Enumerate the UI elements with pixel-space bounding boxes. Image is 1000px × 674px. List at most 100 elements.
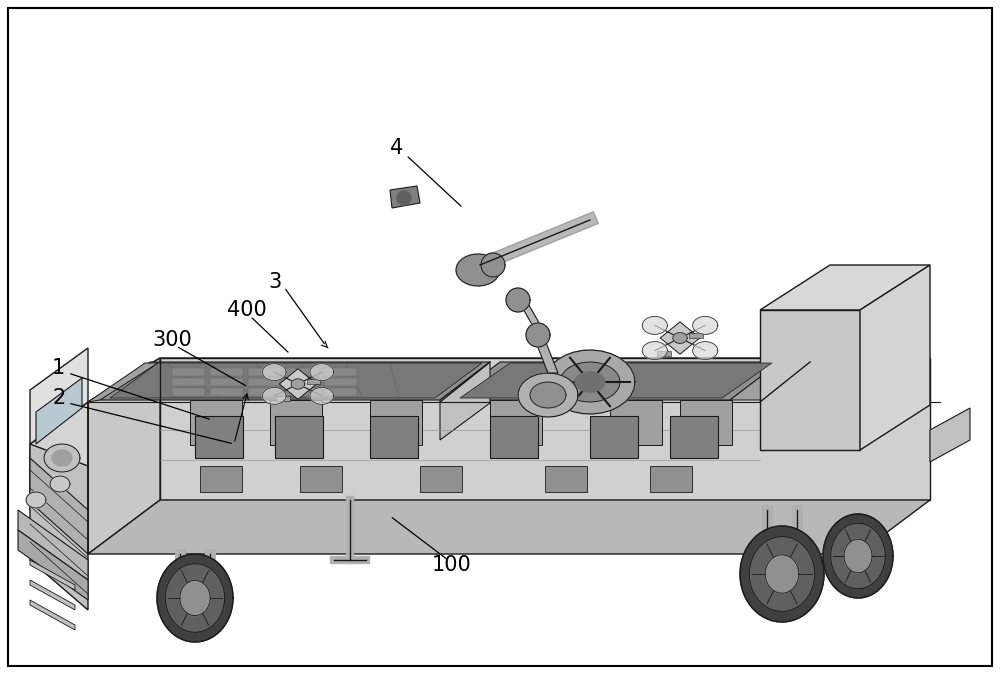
Text: 2: 2 bbox=[52, 388, 65, 408]
Polygon shape bbox=[490, 400, 542, 445]
Polygon shape bbox=[324, 388, 357, 396]
Polygon shape bbox=[765, 555, 799, 593]
Polygon shape bbox=[306, 379, 320, 384]
Polygon shape bbox=[823, 514, 893, 598]
Polygon shape bbox=[270, 400, 322, 445]
Text: 4: 4 bbox=[390, 138, 403, 158]
Polygon shape bbox=[310, 363, 334, 381]
Polygon shape bbox=[88, 358, 930, 402]
Polygon shape bbox=[660, 321, 700, 355]
Polygon shape bbox=[689, 332, 703, 338]
Polygon shape bbox=[276, 396, 290, 401]
Polygon shape bbox=[518, 373, 578, 417]
Polygon shape bbox=[530, 382, 566, 408]
Polygon shape bbox=[110, 363, 482, 398]
Polygon shape bbox=[248, 388, 281, 396]
Polygon shape bbox=[262, 363, 286, 381]
Polygon shape bbox=[88, 363, 158, 402]
Polygon shape bbox=[157, 554, 233, 642]
Polygon shape bbox=[324, 378, 357, 386]
Polygon shape bbox=[36, 378, 82, 444]
Polygon shape bbox=[518, 300, 546, 335]
Polygon shape bbox=[190, 400, 242, 445]
Polygon shape bbox=[526, 323, 550, 347]
Polygon shape bbox=[693, 316, 718, 334]
Polygon shape bbox=[30, 458, 88, 554]
Text: 1: 1 bbox=[52, 358, 65, 378]
Polygon shape bbox=[490, 416, 538, 458]
Polygon shape bbox=[506, 288, 530, 312]
Polygon shape bbox=[300, 466, 342, 492]
Polygon shape bbox=[200, 466, 242, 492]
Polygon shape bbox=[831, 523, 885, 589]
Polygon shape bbox=[560, 362, 620, 402]
Polygon shape bbox=[286, 368, 319, 376]
Polygon shape bbox=[310, 388, 334, 404]
Polygon shape bbox=[460, 363, 772, 398]
Polygon shape bbox=[760, 265, 930, 310]
Polygon shape bbox=[844, 539, 872, 573]
Polygon shape bbox=[390, 186, 420, 208]
Polygon shape bbox=[545, 466, 587, 492]
Polygon shape bbox=[88, 358, 160, 554]
Polygon shape bbox=[642, 342, 667, 360]
Polygon shape bbox=[30, 348, 88, 444]
Polygon shape bbox=[481, 253, 505, 277]
Polygon shape bbox=[279, 369, 317, 399]
Polygon shape bbox=[420, 466, 462, 492]
Polygon shape bbox=[30, 560, 75, 590]
Polygon shape bbox=[18, 510, 88, 580]
Polygon shape bbox=[172, 368, 205, 376]
Polygon shape bbox=[370, 400, 422, 445]
Polygon shape bbox=[930, 408, 970, 462]
Polygon shape bbox=[172, 388, 205, 396]
Polygon shape bbox=[533, 335, 558, 373]
Polygon shape bbox=[730, 362, 810, 400]
Polygon shape bbox=[88, 500, 930, 554]
Polygon shape bbox=[657, 350, 671, 356]
Text: 400: 400 bbox=[227, 300, 267, 320]
Polygon shape bbox=[760, 310, 860, 450]
Polygon shape bbox=[44, 444, 80, 472]
Polygon shape bbox=[26, 492, 46, 508]
Polygon shape bbox=[30, 402, 88, 510]
Polygon shape bbox=[291, 379, 305, 389]
Text: 300: 300 bbox=[152, 330, 192, 350]
Polygon shape bbox=[670, 416, 718, 458]
Polygon shape bbox=[450, 362, 780, 400]
Polygon shape bbox=[50, 476, 70, 492]
Polygon shape bbox=[673, 332, 687, 343]
Polygon shape bbox=[210, 378, 243, 386]
Polygon shape bbox=[740, 526, 824, 622]
Polygon shape bbox=[262, 388, 286, 404]
Polygon shape bbox=[30, 600, 75, 630]
Polygon shape bbox=[210, 388, 243, 396]
Text: 3: 3 bbox=[268, 272, 281, 292]
Polygon shape bbox=[165, 563, 225, 632]
Polygon shape bbox=[30, 444, 88, 610]
Polygon shape bbox=[456, 254, 500, 286]
Polygon shape bbox=[286, 378, 319, 386]
Text: 100: 100 bbox=[432, 555, 472, 575]
Polygon shape bbox=[100, 362, 490, 400]
Polygon shape bbox=[610, 400, 662, 445]
Polygon shape bbox=[172, 378, 205, 386]
Polygon shape bbox=[275, 416, 323, 458]
Polygon shape bbox=[397, 191, 411, 205]
Polygon shape bbox=[575, 372, 605, 392]
Polygon shape bbox=[195, 416, 243, 458]
Polygon shape bbox=[440, 362, 490, 440]
Polygon shape bbox=[248, 368, 281, 376]
Polygon shape bbox=[286, 388, 319, 396]
Polygon shape bbox=[210, 368, 243, 376]
Polygon shape bbox=[860, 265, 930, 450]
Polygon shape bbox=[324, 368, 357, 376]
Polygon shape bbox=[30, 580, 75, 610]
Polygon shape bbox=[642, 316, 667, 334]
Polygon shape bbox=[749, 537, 815, 611]
Polygon shape bbox=[693, 342, 718, 360]
Polygon shape bbox=[18, 530, 88, 600]
Polygon shape bbox=[88, 362, 160, 554]
Polygon shape bbox=[545, 350, 635, 414]
Polygon shape bbox=[370, 416, 418, 458]
